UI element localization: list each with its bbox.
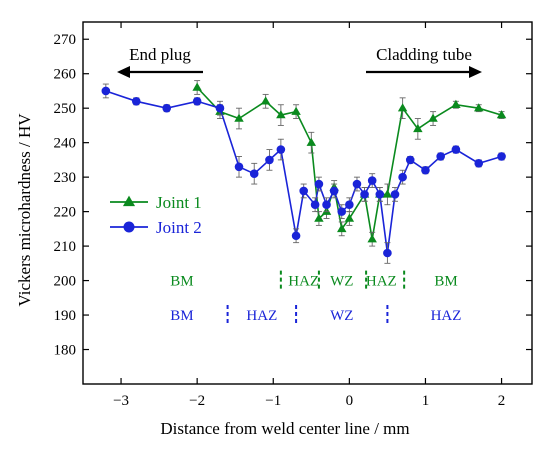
y-tick-label: 210 xyxy=(54,239,77,255)
data-point xyxy=(192,96,202,106)
data-point xyxy=(413,123,423,133)
data-point xyxy=(473,103,484,112)
data-point xyxy=(215,103,225,113)
y-axis-label: Vickers microhardness / HV xyxy=(15,113,34,307)
data-point xyxy=(131,96,141,106)
data-point xyxy=(352,179,362,189)
joint1-zone-label: WZ xyxy=(330,274,353,290)
x-tick-label: 1 xyxy=(422,393,430,409)
data-point xyxy=(474,159,484,168)
data-point xyxy=(249,169,259,178)
data-point xyxy=(192,82,202,91)
data-point xyxy=(367,176,377,185)
data-point xyxy=(299,186,308,196)
right-arrow-head xyxy=(469,66,482,78)
data-point xyxy=(405,155,415,165)
joint2-zone-label: HAZ xyxy=(246,308,277,324)
data-point xyxy=(375,190,385,199)
legend-label: Joint 1 xyxy=(156,193,202,212)
data-point xyxy=(337,207,347,216)
series-line xyxy=(196,86,502,240)
y-tick-label: 240 xyxy=(54,136,77,152)
data-point xyxy=(101,86,111,96)
data-point xyxy=(497,152,506,161)
joint1-zone-label: BM xyxy=(170,274,193,290)
data-point xyxy=(306,137,317,146)
data-point xyxy=(436,152,445,161)
data-point xyxy=(234,113,244,122)
legend-label: Joint 2 xyxy=(156,218,202,237)
data-point xyxy=(310,200,320,210)
y-tick-label: 180 xyxy=(54,343,77,359)
data-point xyxy=(397,103,408,112)
y-tick-label: 270 xyxy=(54,32,77,48)
legend: Joint 1 Joint 2 xyxy=(110,193,202,237)
x-tick-label: −1 xyxy=(265,393,281,409)
y-tick-label: 220 xyxy=(54,205,77,221)
y-tick-label: 250 xyxy=(54,101,77,117)
data-point xyxy=(337,223,347,233)
data-point xyxy=(428,113,438,122)
data-point xyxy=(329,186,339,196)
data-point xyxy=(367,234,377,243)
joint2-zone-label: WZ xyxy=(330,308,353,324)
plot-frame xyxy=(82,21,533,385)
data-point xyxy=(451,99,461,108)
data-point xyxy=(314,179,324,189)
joint1-zone-label: BM xyxy=(434,274,457,290)
y-tick-label: 230 xyxy=(54,170,77,186)
cladding-tube-label: Cladding tube xyxy=(376,45,472,64)
y-tick-label: 200 xyxy=(54,274,77,290)
joint1-zone-label: HAZ xyxy=(366,274,397,290)
data-point xyxy=(314,213,324,222)
y-tick-label: 190 xyxy=(54,308,77,324)
axes: −3 −2 −1 0 1 2 180 190 200 210 220 230 240 250 260 270 xyxy=(54,21,533,409)
left-arrow-head xyxy=(117,66,130,78)
joint2-zone-label: HAZ xyxy=(431,308,462,324)
legend-marker xyxy=(122,195,136,207)
annotation-layer: End plug Cladding tube BM HAZ WZ HAZ BM BM HAZ WZ… xyxy=(117,45,482,325)
data-point xyxy=(162,103,172,113)
data-point xyxy=(234,162,244,172)
data-point xyxy=(276,110,286,119)
legend-marker xyxy=(123,221,135,233)
data-point xyxy=(383,248,392,258)
data-point xyxy=(421,165,430,175)
data-point xyxy=(496,110,507,119)
series-2 xyxy=(101,83,506,264)
data-point xyxy=(451,145,461,154)
data-point xyxy=(291,231,301,241)
data-point xyxy=(260,96,271,105)
x-tick-label: −3 xyxy=(113,393,129,409)
data-point xyxy=(398,172,407,182)
data-point xyxy=(360,190,369,199)
data-point xyxy=(344,213,355,222)
x-axis-label: Distance from weld center line / mm xyxy=(160,419,409,438)
data-point xyxy=(390,190,400,199)
data-point xyxy=(276,145,286,154)
y-tick-label: 260 xyxy=(54,67,77,83)
x-tick-label: −2 xyxy=(189,393,205,409)
data-point xyxy=(382,189,393,198)
data-point xyxy=(345,200,354,210)
end-plug-label: End plug xyxy=(129,45,191,64)
data-point xyxy=(322,200,331,210)
series-layer xyxy=(101,80,507,264)
data-point xyxy=(265,155,274,165)
data-point xyxy=(291,106,301,115)
x-tick-label: 0 xyxy=(346,393,354,409)
joint1-zone-label: HAZ xyxy=(288,274,319,290)
x-tick-label: 2 xyxy=(498,393,506,409)
joint2-zone-label: BM xyxy=(170,308,193,324)
